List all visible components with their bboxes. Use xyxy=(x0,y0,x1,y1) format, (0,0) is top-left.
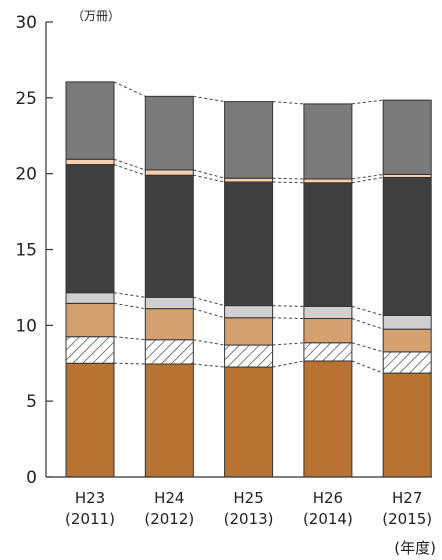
connector-line xyxy=(193,296,225,307)
bar-segment xyxy=(65,158,115,166)
x-tick-label-year: (2014) xyxy=(303,510,353,528)
bar-segment xyxy=(303,305,353,320)
x-axis-unit-label: (年度) xyxy=(394,539,436,557)
y-tick-label: 5 xyxy=(26,392,37,412)
bar-segment xyxy=(144,174,194,298)
bar-segment xyxy=(144,339,194,365)
bar-segment xyxy=(144,296,194,310)
bar-segment xyxy=(224,366,274,478)
connector-line xyxy=(351,99,384,105)
connector-line xyxy=(193,169,225,179)
bar-segment xyxy=(382,99,432,175)
y-axis: 0 5 10 15 20 25 30 xyxy=(15,13,432,488)
connector-line xyxy=(351,305,384,316)
bar-segment xyxy=(303,318,353,344)
y-tick-label: 15 xyxy=(15,241,37,261)
connector-line xyxy=(113,362,146,365)
y-axis-unit-label: （万冊） xyxy=(72,9,120,23)
connector-line xyxy=(272,360,304,368)
bar-segment xyxy=(382,176,432,316)
bar-segment xyxy=(224,101,274,179)
bar-segment xyxy=(303,178,353,184)
connector-line xyxy=(193,174,225,183)
connector-line xyxy=(193,95,225,103)
bar-segment xyxy=(224,344,274,368)
bar-segment xyxy=(303,182,353,307)
x-tick-label-year: (2015) xyxy=(382,510,432,528)
bar-segment xyxy=(65,81,115,160)
bar-segment xyxy=(303,103,353,180)
bar-segment xyxy=(382,314,432,330)
bar-segment xyxy=(382,372,432,478)
bar-segment xyxy=(144,363,194,478)
bar-segment xyxy=(303,342,353,362)
x-tick-label-year: (2013) xyxy=(224,510,274,528)
connector-line xyxy=(272,181,304,184)
connector-line xyxy=(113,336,146,341)
bar-segment xyxy=(224,177,274,183)
y-tick-label: 10 xyxy=(15,316,37,336)
bar-segment xyxy=(303,360,353,478)
connector-line xyxy=(113,81,146,97)
connector-line xyxy=(193,339,225,346)
bar-segment xyxy=(65,302,115,338)
connector-line xyxy=(272,177,304,180)
connector-line xyxy=(113,158,146,171)
connector-line xyxy=(113,164,146,176)
bar-segment xyxy=(65,362,115,478)
connector-line xyxy=(113,302,146,310)
x-tick-label-era: H24 xyxy=(154,489,184,507)
connector-line xyxy=(351,360,384,374)
bar-segment xyxy=(65,292,115,304)
connector-line xyxy=(193,363,225,368)
bar-segment xyxy=(144,308,194,341)
connector-line xyxy=(351,176,384,184)
connector-line xyxy=(272,101,304,105)
connector-line xyxy=(351,318,384,330)
connector-line xyxy=(272,317,304,320)
y-tick-label: 0 xyxy=(26,468,37,488)
x-tick-label-era: H27 xyxy=(392,489,422,507)
connector-line xyxy=(351,173,384,180)
bar-segment xyxy=(382,328,432,353)
x-tick-label-era: H25 xyxy=(233,489,263,507)
connector-line xyxy=(272,342,304,346)
bar-segment xyxy=(224,305,274,319)
connector-line xyxy=(272,305,304,307)
x-tick-label-era: H23 xyxy=(75,489,105,507)
bar-segment xyxy=(382,351,432,374)
bar-segment xyxy=(144,95,194,171)
bar-segment xyxy=(65,336,115,364)
y-tick-label: 20 xyxy=(15,165,37,185)
bars xyxy=(65,81,432,478)
connector-line xyxy=(113,292,146,298)
x-tick-label-era: H26 xyxy=(313,489,343,507)
y-tick-label: 25 xyxy=(15,89,37,109)
connector-lines xyxy=(113,81,384,374)
category-labels: H23 (2011) H24 (2012) H25 (2013) H26 (2014) H27 (… xyxy=(65,489,432,528)
bar-segment xyxy=(224,317,274,346)
connector-line xyxy=(351,342,384,353)
bar-segment xyxy=(144,169,194,176)
bar-segment xyxy=(224,181,274,307)
connector-line xyxy=(193,308,225,319)
x-tick-label-year: (2012) xyxy=(144,510,194,528)
x-tick-label-year: (2011) xyxy=(65,510,115,528)
y-tick-label: 30 xyxy=(15,13,37,33)
bar-segment xyxy=(65,164,115,294)
